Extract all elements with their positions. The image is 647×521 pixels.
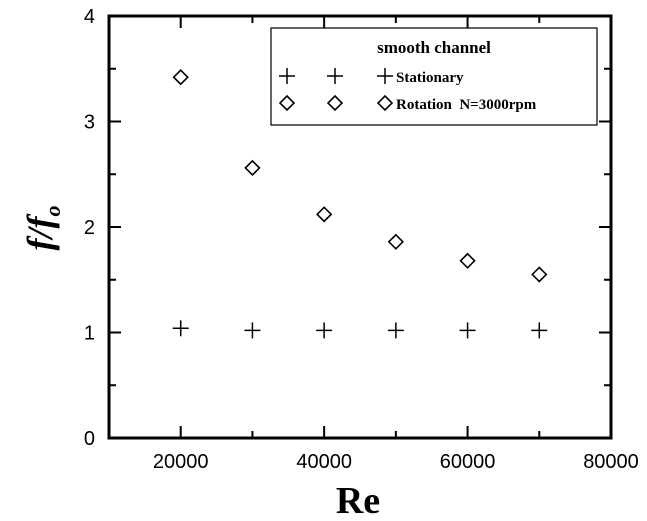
data-point-rotation xyxy=(531,266,548,283)
legend-marker-stationary xyxy=(327,68,343,84)
y-axis-title-main: f/f xyxy=(20,214,60,251)
legend-entry-rotation: Rotation N=3000rpm xyxy=(396,97,537,113)
legend-marker-stationary xyxy=(279,68,295,84)
legend-title: smooth channel xyxy=(377,38,491,57)
data-point-rotation xyxy=(172,69,189,86)
data-point-stationary xyxy=(244,322,261,339)
data-point-stationary xyxy=(172,320,189,337)
legend: smooth channel Stationary Rotation N=300… xyxy=(270,27,598,126)
legend-markers xyxy=(278,68,394,112)
data-point-stationary xyxy=(459,322,476,339)
x-tick-label: 80000 xyxy=(583,451,639,473)
data-point-stationary xyxy=(316,322,333,339)
y-axis-ticks xyxy=(109,15,611,439)
y-tick-label: 4 xyxy=(84,6,95,28)
data-point-rotation xyxy=(316,206,333,223)
series-rotation xyxy=(172,69,548,283)
legend-marker-stationary xyxy=(377,68,393,84)
series-stationary xyxy=(172,320,548,339)
x-axis-ticks xyxy=(108,16,612,438)
data-series xyxy=(172,69,548,339)
x-tick-label: 60000 xyxy=(440,451,496,473)
y-tick-label: 0 xyxy=(84,428,95,450)
y-axis-title: f/fo xyxy=(20,206,65,251)
legend-marker-rotation xyxy=(278,94,296,112)
data-point-stationary xyxy=(387,322,404,339)
legend-marker-rotation xyxy=(326,94,344,112)
legend-marker-rotation xyxy=(376,94,394,112)
legend-box xyxy=(270,27,598,126)
data-point-rotation xyxy=(387,233,404,250)
data-point-rotation xyxy=(459,252,476,269)
data-point-stationary xyxy=(531,322,548,339)
data-point-rotation xyxy=(244,159,261,177)
y-tick-label: 1 xyxy=(84,323,95,345)
x-axis-title: Re xyxy=(336,480,380,521)
y-tick-label: 3 xyxy=(84,112,95,134)
x-tick-label: 40000 xyxy=(296,451,352,473)
x-axis-tick-labels: 20000 40000 60000 80000 xyxy=(153,451,639,473)
y-axis-title-subscript: o xyxy=(40,206,65,217)
y-axis-tick-labels: 0 1 2 3 4 xyxy=(84,6,95,450)
y-tick-label: 2 xyxy=(84,217,95,239)
legend-entry-stationary: Stationary xyxy=(396,70,464,86)
x-tick-label: 20000 xyxy=(153,451,209,473)
